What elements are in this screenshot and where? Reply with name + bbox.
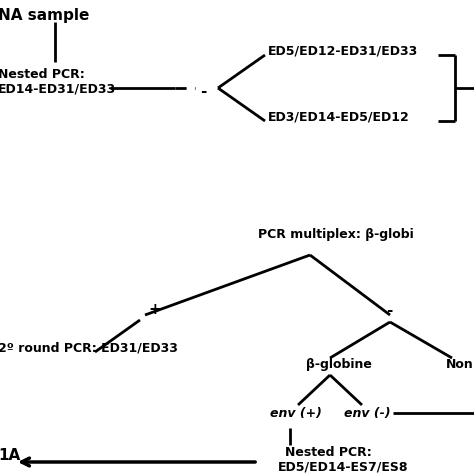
Text: +: + [148, 302, 161, 318]
Text: PCR multiplex: β-globi: PCR multiplex: β-globi [258, 228, 414, 241]
Text: ED3/ED14-ED5/ED12: ED3/ED14-ED5/ED12 [268, 110, 410, 124]
Text: β-globine: β-globine [306, 358, 372, 371]
Text: Non: Non [446, 358, 474, 371]
Text: Nested PCR:: Nested PCR: [0, 68, 85, 81]
Text: 2º round PCR: ED31/ED33: 2º round PCR: ED31/ED33 [0, 341, 178, 355]
Text: ED14-ED31/ED33: ED14-ED31/ED33 [0, 82, 116, 95]
Text: -: - [200, 84, 206, 99]
Text: -: - [386, 302, 392, 318]
Text: NA sample: NA sample [0, 8, 90, 23]
Text: 1A: 1A [0, 447, 20, 463]
Text: ED5/ED12-ED31/ED33: ED5/ED12-ED31/ED33 [268, 45, 418, 57]
Text: env (+): env (+) [270, 407, 322, 420]
Text: env (-): env (-) [344, 407, 391, 420]
Text: ED5/ED14-ES7/ES8: ED5/ED14-ES7/ES8 [278, 460, 409, 473]
Text: Nested PCR:: Nested PCR: [285, 446, 372, 459]
